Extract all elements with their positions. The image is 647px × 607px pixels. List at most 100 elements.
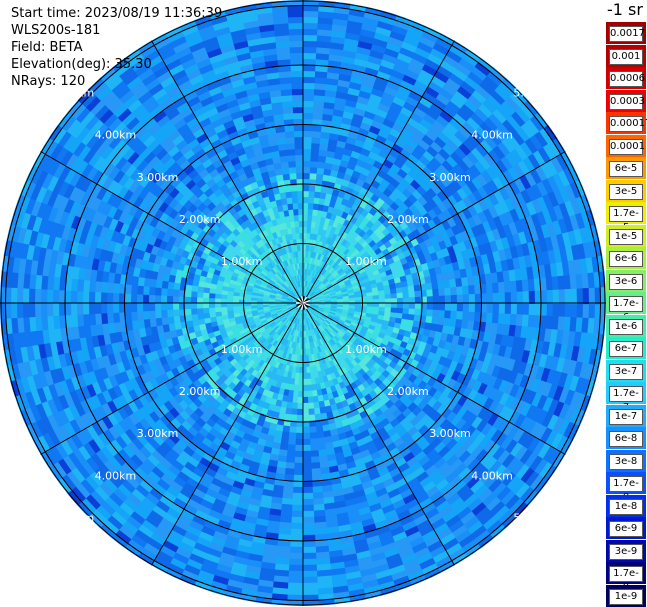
beta-cell (257, 263, 265, 271)
beta-cell (266, 377, 274, 386)
beta-cell (270, 346, 277, 354)
beta-cell (244, 296, 252, 301)
beta-cell (461, 398, 474, 411)
beta-cell (231, 480, 245, 490)
beta-cell (433, 522, 450, 537)
beta-cell (487, 413, 500, 428)
beta-cell (118, 65, 136, 81)
beta-cell (307, 390, 313, 398)
beta-cell (312, 305, 319, 309)
beta-cell (342, 309, 349, 313)
beta-cell (261, 368, 269, 377)
beta-cell (337, 331, 344, 339)
beta-cell (237, 152, 249, 163)
beta-cell (425, 433, 438, 446)
beta-cell (153, 407, 165, 420)
beta-cell (232, 115, 245, 126)
beta-cell (532, 440, 546, 457)
beta-cell (383, 315, 391, 322)
beta-cell (185, 178, 197, 190)
beta-cell (190, 158, 203, 170)
beta-cell (119, 431, 132, 446)
beta-cell (388, 564, 406, 576)
beta-cell (462, 454, 476, 469)
beta-cell (229, 439, 241, 450)
beta-cell (44, 139, 59, 157)
beta-cell (312, 304, 320, 307)
beta-cell (293, 462, 303, 470)
beta-cell (537, 443, 552, 460)
beta-cell (403, 330, 412, 339)
beta-cell (66, 226, 77, 242)
beta-cell (402, 451, 415, 464)
beta-cell (429, 453, 443, 466)
beta-cell (160, 75, 176, 89)
beta-cell (358, 567, 376, 578)
beta-cell (207, 462, 220, 473)
beta-cell (138, 129, 153, 144)
beta-cell (190, 290, 198, 298)
beta-cell (52, 275, 61, 291)
beta-cell (198, 116, 212, 129)
beta-cell (253, 250, 261, 258)
beta-cell (570, 303, 578, 319)
beta-cell (377, 580, 396, 592)
beta-cell (122, 146, 136, 161)
beta-cell (375, 441, 387, 452)
beta-cell (538, 462, 554, 480)
beta-cell (425, 485, 440, 499)
beta-cell (324, 405, 333, 414)
beta-cell (287, 306, 294, 310)
beta-cell (201, 451, 214, 463)
beta-cell (155, 279, 163, 289)
beta-cell (319, 345, 325, 353)
beta-cell (223, 502, 237, 513)
beta-cell (234, 550, 250, 560)
beta-cell (214, 293, 222, 299)
beta-cell (122, 391, 134, 405)
beta-cell (297, 312, 301, 319)
beta-cell (555, 329, 565, 346)
beta-cell (112, 182, 124, 196)
beta-cell (438, 310, 446, 319)
beta-cell (520, 326, 529, 340)
beta-cell (67, 137, 82, 154)
beta-cell (155, 131, 169, 144)
beta-cell (409, 461, 422, 474)
beta-cell (499, 435, 514, 451)
beta-cell (166, 85, 182, 99)
beta-cell (61, 114, 77, 132)
beta-cell (281, 294, 289, 299)
beta-cell (227, 215, 237, 225)
beta-cell (101, 415, 114, 430)
beta-cell (75, 106, 92, 123)
beta-cell (219, 223, 229, 233)
beta-cell (344, 319, 352, 325)
beta-cell (339, 374, 348, 382)
beta-cell (80, 497, 97, 515)
beta-cell (277, 329, 283, 336)
beta-cell (287, 295, 295, 299)
beta-cell (323, 342, 330, 350)
beta-cell (141, 72, 158, 87)
beta-cell (274, 297, 282, 300)
beta-cell (238, 270, 247, 277)
beta-cell (100, 312, 109, 325)
beta-cell (562, 421, 576, 440)
beta-cell (406, 531, 423, 544)
beta-cell (12, 331, 21, 349)
beta-cell (112, 487, 128, 503)
beta-cell (503, 313, 512, 326)
beta-cell (160, 119, 175, 132)
beta-cell (327, 392, 335, 401)
beta-cell (106, 302, 114, 314)
beta-cell (90, 137, 105, 153)
beta-cell (237, 494, 251, 505)
beta-cell (115, 60, 133, 77)
beta-cell (197, 569, 215, 582)
beta-cell (134, 374, 145, 387)
beta-cell (555, 357, 566, 374)
beta-cell (28, 287, 36, 303)
beta-cell (201, 68, 217, 81)
